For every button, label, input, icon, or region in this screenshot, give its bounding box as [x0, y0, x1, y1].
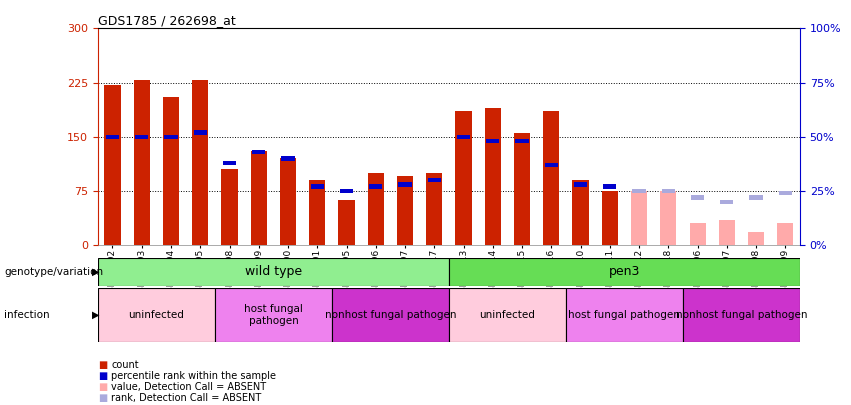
- Bar: [426, 173, 443, 245]
- Text: nonhost fungal pathogen: nonhost fungal pathogen: [324, 310, 456, 320]
- Bar: [105, 85, 121, 245]
- Bar: [164, 134, 178, 139]
- Bar: [660, 191, 677, 245]
- Bar: [449, 288, 566, 342]
- Bar: [457, 134, 470, 139]
- Text: uninfected: uninfected: [479, 310, 535, 320]
- Text: infection: infection: [4, 310, 50, 320]
- Text: percentile rank within the sample: percentile rank within the sample: [111, 371, 277, 381]
- Bar: [223, 160, 236, 165]
- Bar: [631, 191, 647, 245]
- Bar: [135, 134, 148, 139]
- Bar: [602, 191, 618, 245]
- Bar: [398, 182, 412, 187]
- Bar: [455, 111, 471, 245]
- Text: genotype/variation: genotype/variation: [4, 267, 103, 277]
- Bar: [98, 288, 214, 342]
- Bar: [340, 189, 353, 193]
- Bar: [163, 97, 179, 245]
- Bar: [748, 232, 764, 245]
- Bar: [777, 224, 793, 245]
- Bar: [369, 184, 382, 189]
- Bar: [280, 158, 296, 245]
- Bar: [485, 108, 501, 245]
- Bar: [428, 178, 441, 182]
- Bar: [486, 139, 500, 143]
- Bar: [332, 288, 449, 342]
- Text: ■: ■: [98, 382, 107, 392]
- Bar: [368, 173, 384, 245]
- Text: ▶: ▶: [92, 310, 100, 320]
- Bar: [339, 200, 355, 245]
- Bar: [252, 150, 266, 154]
- Bar: [98, 258, 449, 286]
- Bar: [449, 258, 800, 286]
- Bar: [719, 220, 735, 245]
- Bar: [750, 195, 762, 200]
- Bar: [221, 169, 237, 245]
- Bar: [566, 288, 683, 342]
- Bar: [543, 111, 559, 245]
- Bar: [514, 133, 530, 245]
- Text: count: count: [111, 360, 139, 370]
- Text: rank, Detection Call = ABSENT: rank, Detection Call = ABSENT: [111, 393, 262, 403]
- Bar: [720, 200, 734, 204]
- Text: host fungal pathogen: host fungal pathogen: [568, 310, 680, 320]
- Bar: [194, 130, 207, 134]
- Bar: [603, 184, 616, 189]
- Bar: [573, 180, 589, 245]
- Text: wild type: wild type: [245, 265, 302, 278]
- Bar: [192, 80, 208, 245]
- Bar: [251, 151, 267, 245]
- Bar: [683, 288, 800, 342]
- Bar: [397, 177, 413, 245]
- Bar: [545, 163, 558, 167]
- Bar: [689, 224, 705, 245]
- Text: host fungal
pathogen: host fungal pathogen: [244, 304, 303, 326]
- Bar: [691, 195, 704, 200]
- Bar: [516, 139, 528, 143]
- Text: pen3: pen3: [608, 265, 640, 278]
- Text: ▶: ▶: [92, 267, 100, 277]
- Text: nonhost fungal pathogen: nonhost fungal pathogen: [676, 310, 808, 320]
- Text: GDS1785 / 262698_at: GDS1785 / 262698_at: [98, 14, 236, 27]
- Bar: [574, 182, 587, 187]
- Text: ■: ■: [98, 371, 107, 381]
- Text: uninfected: uninfected: [129, 310, 185, 320]
- Bar: [214, 288, 332, 342]
- Bar: [106, 134, 119, 139]
- Bar: [632, 189, 646, 193]
- Bar: [662, 189, 675, 193]
- Bar: [134, 80, 150, 245]
- Text: ■: ■: [98, 360, 107, 370]
- Bar: [309, 180, 325, 245]
- Bar: [282, 156, 294, 160]
- Bar: [311, 184, 324, 189]
- Text: value, Detection Call = ABSENT: value, Detection Call = ABSENT: [111, 382, 266, 392]
- Bar: [779, 191, 792, 195]
- Text: ■: ■: [98, 393, 107, 403]
